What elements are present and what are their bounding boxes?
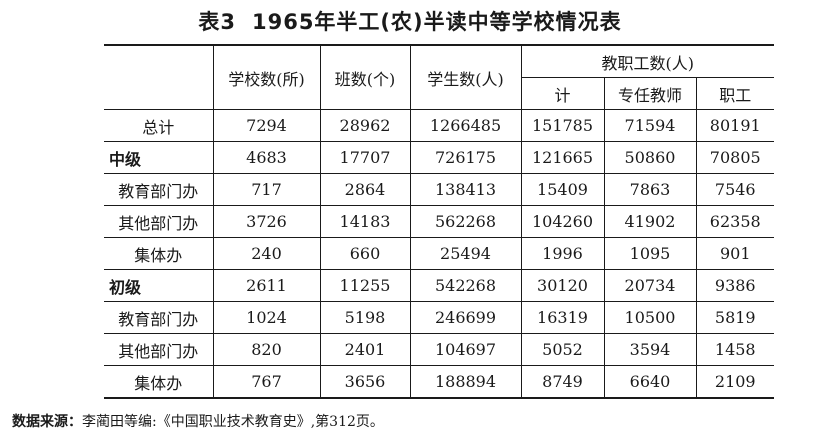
table-cell: 41902	[603, 205, 697, 238]
source-text: 李蔺田等编:《中国职业技术教育史》,第312页。	[82, 414, 384, 430]
table-row: 集体办 767 3656 188894 8749 6640 2109	[104, 365, 774, 399]
table-cell: 16319	[520, 301, 605, 334]
header-staff-total: 计	[521, 77, 605, 110]
table-cell: 2109	[695, 365, 774, 399]
table-cell: 62358	[695, 205, 774, 238]
table-cell: 1266485	[409, 109, 522, 142]
table-cell: 7294	[212, 109, 321, 142]
table-cell: 1996	[520, 237, 605, 270]
table-cell: 3656	[319, 365, 411, 399]
header-staff-group: 教职工数(人)	[520, 44, 774, 78]
table-body: 总计 7294 28962 1266485 151785 71594 80191 中级 4683…	[104, 109, 774, 399]
table-cell: 1095	[603, 237, 697, 270]
table-cell: 5819	[695, 301, 774, 334]
table-row: 中级 4683 17707 726175 121665 50860 70805	[104, 141, 774, 174]
table-cell: 28962	[319, 109, 411, 142]
table-cell: 717	[212, 173, 321, 206]
data-table: 学校数(所) 班数(个) 学生数(人) 教职工数(人) 计 专任教师 职工 总计…	[104, 44, 774, 399]
table-cell: 562268	[409, 205, 522, 238]
table-cell: 9386	[695, 269, 774, 302]
table-cell: 80191	[695, 109, 774, 142]
table-row: 初级 2611 11255 542268 30120 20734 9386	[104, 269, 774, 302]
table-cell: 138413	[409, 173, 522, 206]
table-cell: 25494	[409, 237, 522, 270]
row-label: 其他部门办	[104, 205, 214, 238]
row-label: 集体办	[104, 237, 214, 270]
table-row: 其他部门办 3726 14183 562268 104260 41902 62358	[104, 205, 774, 238]
header-row-label	[104, 44, 214, 110]
table-cell: 15409	[520, 173, 605, 206]
table-cell: 17707	[319, 141, 411, 174]
table-cell: 240	[212, 237, 321, 270]
table-cell: 1458	[695, 333, 774, 366]
header-workers: 职工	[695, 77, 774, 110]
table-cell: 7546	[695, 173, 774, 206]
table-cell: 8749	[520, 365, 605, 399]
table-row: 集体办 240 660 25494 1996 1095 901	[104, 237, 774, 270]
row-label: 集体办	[104, 365, 214, 399]
table-cell: 246699	[409, 301, 522, 334]
table-cell: 660	[319, 237, 411, 270]
header-schools: 学校数(所)	[212, 44, 321, 110]
row-label: 教育部门办	[104, 301, 214, 334]
table-row: 其他部门办 820 2401 104697 5052 3594 1458	[104, 333, 774, 366]
table-cell: 151785	[520, 109, 605, 142]
table-cell: 820	[212, 333, 321, 366]
table-cell: 901	[695, 237, 774, 270]
table-cell: 188894	[409, 365, 522, 399]
table-cell: 3594	[603, 333, 697, 366]
table-cell: 104260	[520, 205, 605, 238]
table-title-text: 1965年半工(农)半读中等学校情况表	[251, 10, 622, 34]
table-cell: 11255	[319, 269, 411, 302]
row-label: 中级	[104, 141, 214, 174]
row-label: 总计	[104, 109, 214, 142]
table-cell: 50860	[603, 141, 697, 174]
table-row: 总计 7294 28962 1266485 151785 71594 80191	[104, 109, 774, 142]
table-cell: 6640	[603, 365, 697, 399]
table-cell: 726175	[409, 141, 522, 174]
table-cell: 3726	[212, 205, 321, 238]
table-number: 表3	[198, 10, 236, 34]
source-label: 数据来源：	[12, 414, 82, 430]
table-cell: 71594	[603, 109, 697, 142]
table-cell: 20734	[603, 269, 697, 302]
table-cell: 104697	[409, 333, 522, 366]
row-label: 教育部门办	[104, 173, 214, 206]
table-cell: 5052	[520, 333, 605, 366]
table-cell: 7863	[603, 173, 697, 206]
table-cell: 30120	[520, 269, 605, 302]
table-cell: 2864	[319, 173, 411, 206]
table-cell: 2611	[212, 269, 321, 302]
row-label: 初级	[104, 269, 214, 302]
table-cell: 767	[212, 365, 321, 399]
table-cell: 10500	[603, 301, 697, 334]
header-teachers: 专任教师	[603, 77, 697, 110]
source-note: 数据来源：李蔺田等编:《中国职业技术教育史》,第312页。	[12, 411, 384, 431]
row-label: 其他部门办	[104, 333, 214, 366]
table-cell: 4683	[212, 141, 321, 174]
table-row: 教育部门办 1024 5198 246699 16319 10500 5819	[104, 301, 774, 334]
table-cell: 1024	[212, 301, 321, 334]
table-title: 表3 1965年半工(农)半读中等学校情况表	[0, 6, 820, 36]
table-row: 教育部门办 717 2864 138413 15409 7863 7546	[104, 173, 774, 206]
table-cell: 542268	[409, 269, 522, 302]
header-classes: 班数(个)	[319, 44, 411, 110]
table-cell: 2401	[319, 333, 411, 366]
header-students: 学生数(人)	[409, 44, 522, 110]
table-cell: 5198	[319, 301, 411, 334]
table-cell: 14183	[319, 205, 411, 238]
table-cell: 70805	[695, 141, 774, 174]
table-cell: 121665	[520, 141, 605, 174]
